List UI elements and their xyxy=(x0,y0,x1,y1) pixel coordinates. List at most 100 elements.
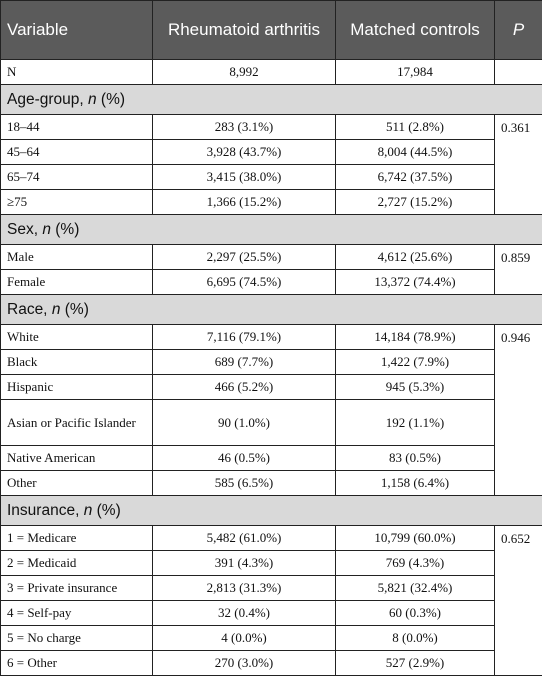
cell: 32 (0.4%) xyxy=(152,600,336,626)
section-title-part: (%) xyxy=(50,220,80,238)
row-label: Female xyxy=(0,269,153,295)
table-header: Variable Rheumatoid arthritis Matched co… xyxy=(0,0,542,60)
row-label: Black xyxy=(0,349,153,375)
row-label: Other xyxy=(0,470,153,496)
cell: 4 (0.0%) xyxy=(152,625,336,651)
section-title-part: Age-group, xyxy=(7,90,88,108)
section-title-part: n xyxy=(51,300,61,318)
cell: 945 (5.3%) xyxy=(335,374,495,400)
p-value: 0.361 xyxy=(494,114,542,215)
cell: 5,482 (61.0%) xyxy=(152,525,336,551)
column-header: Variable xyxy=(0,0,153,60)
data-row: Native American 46 (0.5%) 83 (0.5%) xyxy=(0,445,542,471)
cell: 4,612 (25.6%) xyxy=(335,244,495,270)
cell: 60 (0.3%) xyxy=(335,600,495,626)
row-label: 65–74 xyxy=(0,164,153,190)
p-value: 0.859 xyxy=(494,244,542,295)
data-row: 1 = Medicare 5,482 (61.0%) 10,799 (60.0%) 0… xyxy=(0,525,542,676)
section-title: Age-group, n (%) xyxy=(0,84,542,115)
cell: 283 (3.1%) xyxy=(152,114,336,140)
cell: 689 (7.7%) xyxy=(152,349,336,375)
cell: 270 (3.0%) xyxy=(152,650,336,676)
row-label: 5 = No charge xyxy=(0,625,153,651)
section-row: Insurance, n (%) xyxy=(0,495,542,526)
cell: 7,116 (79.1%) xyxy=(152,324,336,350)
section-title-part: n xyxy=(83,501,93,519)
cell: 13,372 (74.4%) xyxy=(335,269,495,295)
section-title: Insurance, n (%) xyxy=(0,495,542,526)
row-label: 18–44 xyxy=(0,114,153,140)
cell: 83 (0.5%) xyxy=(335,445,495,471)
cell: 5,821 (32.4%) xyxy=(335,575,495,601)
cell: 8 (0.0%) xyxy=(335,625,495,651)
data-row: Asian or Pacific Islander 90 (1.0%) 192 (1… xyxy=(0,399,542,446)
cell: 3,928 (43.7%) xyxy=(152,139,336,165)
section-row: Sex, n (%) xyxy=(0,214,542,245)
cell: 3,415 (38.0%) xyxy=(152,164,336,190)
section-row: Race, n (%) xyxy=(0,294,542,325)
section-title-part: n xyxy=(88,90,97,108)
cell: 769 (4.3%) xyxy=(335,550,495,576)
section-title-part: (%) xyxy=(60,300,89,318)
cell: 17,984 xyxy=(335,59,495,85)
cell: 10,799 (60.0%) xyxy=(335,525,495,551)
cell: 192 (1.1%) xyxy=(335,399,495,446)
cell: 2,727 (15.2%) xyxy=(335,189,495,215)
data-row: 4 = Self-pay 32 (0.4%) 60 (0.3%) xyxy=(0,600,542,626)
section-title: Sex, n (%) xyxy=(0,214,542,245)
cell: 8,992 xyxy=(152,59,336,85)
section-row: Age-group, n (%) xyxy=(0,84,542,115)
n-row: N 8,992 17,984 xyxy=(0,59,542,85)
row-label: 3 = Private insurance xyxy=(0,575,153,601)
row-label: Hispanic xyxy=(0,374,153,400)
column-header: P xyxy=(494,0,542,60)
data-row: Female 6,695 (74.5%) 13,372 (74.4%) xyxy=(0,269,542,295)
section-title-part: (%) xyxy=(92,501,121,519)
p-value: 0.652 xyxy=(494,525,542,676)
cell: 391 (4.3%) xyxy=(152,550,336,576)
cell: 1,158 (6.4%) xyxy=(335,470,495,496)
row-label: 45–64 xyxy=(0,139,153,165)
data-row: Other 585 (6.5%) 1,158 (6.4%) xyxy=(0,470,542,496)
row-label: N xyxy=(0,59,153,85)
data-row: Black 689 (7.7%) 1,422 (7.9%) xyxy=(0,349,542,375)
cell: 585 (6.5%) xyxy=(152,470,336,496)
row-label: 6 = Other xyxy=(0,650,153,676)
row-label: White xyxy=(0,324,153,350)
cell: 527 (2.9%) xyxy=(335,650,495,676)
header-row: Variable Rheumatoid arthritis Matched co… xyxy=(0,0,542,60)
cell: 2,297 (25.5%) xyxy=(152,244,336,270)
section-title-part: Insurance, xyxy=(7,501,84,519)
row-label: Asian or Pacific Islander xyxy=(0,399,153,446)
data-row: 45–64 3,928 (43.7%) 8,004 (44.5%) xyxy=(0,139,542,165)
p-value: 0.946 xyxy=(494,324,542,496)
data-row: 3 = Private insurance 2,813 (31.3%) 5,821 … xyxy=(0,575,542,601)
cell: 8,004 (44.5%) xyxy=(335,139,495,165)
table-body: N 8,992 17,984 Age-group, n (%) 18–44 283 … xyxy=(0,59,542,676)
row-label: Native American xyxy=(0,445,153,471)
data-row: 65–74 3,415 (38.0%) 6,742 (37.5%) xyxy=(0,164,542,190)
data-row: Hispanic 466 (5.2%) 945 (5.3%) xyxy=(0,374,542,400)
data-row: 5 = No charge 4 (0.0%) 8 (0.0%) xyxy=(0,625,542,651)
cell xyxy=(494,59,542,85)
cell: 2,813 (31.3%) xyxy=(152,575,336,601)
column-header: Matched controls xyxy=(335,0,495,60)
section-title-part: Sex, xyxy=(7,220,43,238)
section-title-part: (%) xyxy=(96,90,126,108)
data-row: Male 2,297 (25.5%) 4,612 (25.6%) 0.859 xyxy=(0,244,542,295)
data-row: ≥75 1,366 (15.2%) 2,727 (15.2%) xyxy=(0,189,542,215)
section-title-part: n xyxy=(42,220,51,238)
cell: 1,366 (15.2%) xyxy=(152,189,336,215)
cell: 6,695 (74.5%) xyxy=(152,269,336,295)
cell: 90 (1.0%) xyxy=(152,399,336,446)
data-row: White 7,116 (79.1%) 14,184 (78.9%) 0.946 xyxy=(0,324,542,496)
row-label: 1 = Medicare xyxy=(0,525,153,551)
cell: 466 (5.2%) xyxy=(152,374,336,400)
section-title-part: Race, xyxy=(7,300,52,318)
cell: 511 (2.8%) xyxy=(335,114,495,140)
cell: 1,422 (7.9%) xyxy=(335,349,495,375)
section-title: Race, n (%) xyxy=(0,294,542,325)
column-header: Rheumatoid arthritis xyxy=(152,0,336,60)
